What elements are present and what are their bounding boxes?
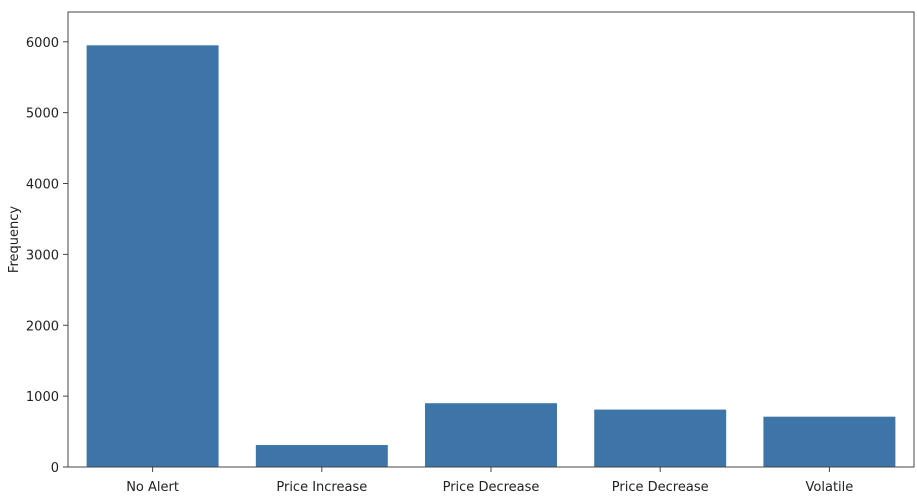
x-tick-label: Price Increase xyxy=(276,480,367,495)
y-tick-label: 2000 xyxy=(26,319,59,334)
bar-3 xyxy=(594,409,727,467)
y-tick-label: 0 xyxy=(51,461,59,476)
x-axis-ticks: No Alert Price Increase Price Decrease Pric… xyxy=(126,467,853,495)
x-tick-label: Price Decrease xyxy=(612,480,709,495)
y-axis-label: Frequency xyxy=(7,206,22,273)
bar-0 xyxy=(86,45,219,467)
bar-1 xyxy=(255,445,388,467)
y-tick-label: 4000 xyxy=(26,178,59,193)
x-tick-label: No Alert xyxy=(126,480,179,495)
y-tick-label: 5000 xyxy=(26,107,59,122)
bar-4 xyxy=(763,416,896,467)
y-tick-label: 6000 xyxy=(26,36,59,51)
y-axis-ticks: 0 1000 2000 3000 4000 5000 6000 xyxy=(26,36,68,476)
x-tick-label: Price Decrease xyxy=(443,480,540,495)
y-tick-label: 3000 xyxy=(26,248,59,263)
bar-2 xyxy=(425,403,557,467)
y-tick-label: 1000 xyxy=(26,390,59,405)
x-tick-label: Volatile xyxy=(806,480,854,495)
plot-frame xyxy=(67,11,915,468)
bars-group xyxy=(86,45,896,467)
